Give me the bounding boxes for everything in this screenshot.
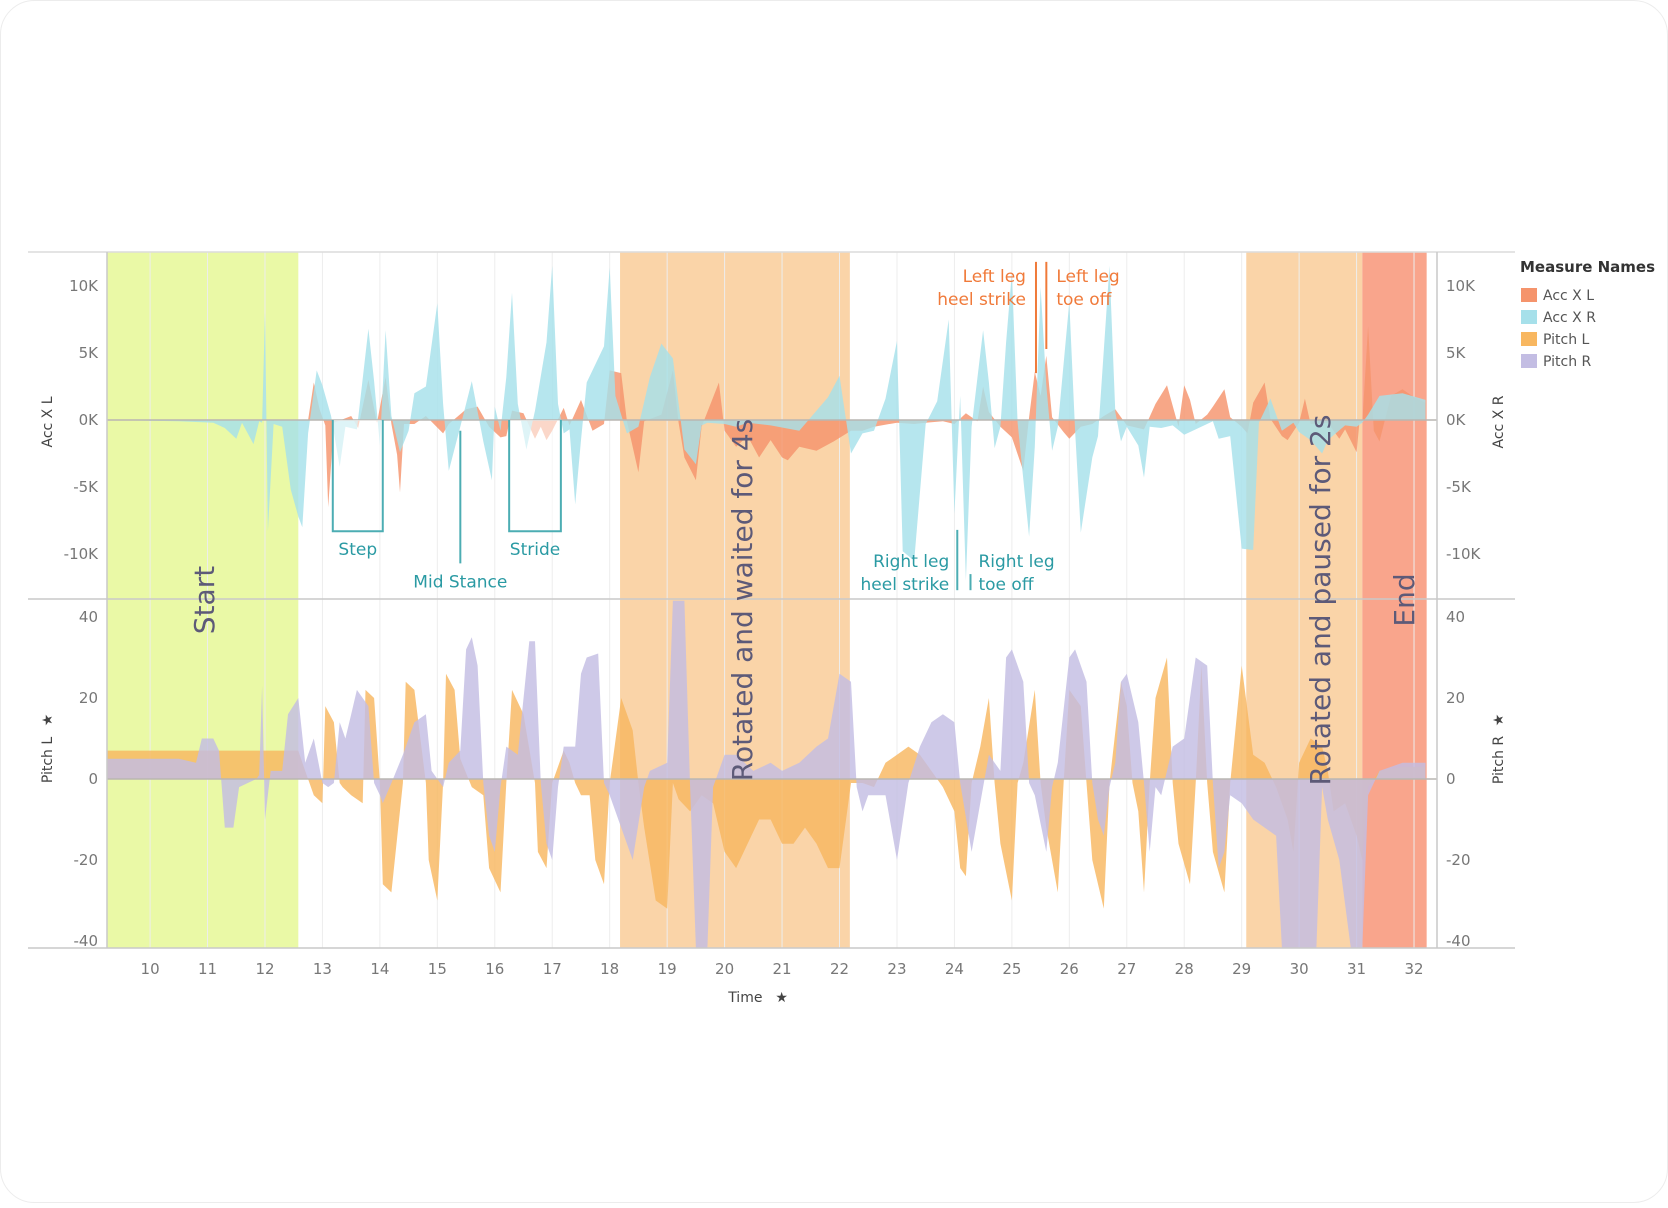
x-tick-label: 17 bbox=[543, 960, 562, 978]
legend-item-pitch-r[interactable]: Pitch R bbox=[1521, 354, 1592, 370]
pitch-left-axis-title: Pitch L bbox=[40, 737, 56, 784]
right-heel-strike-label: Right leg heel strike bbox=[861, 552, 950, 595]
pitch-right-tick-label: 0 bbox=[1446, 770, 1456, 788]
legend-label: Acc X R bbox=[1543, 310, 1596, 326]
acc-left-tick-label: 0K bbox=[79, 411, 100, 429]
phase-band-start bbox=[107, 252, 299, 948]
x-tick-label: 22 bbox=[830, 960, 849, 978]
acc-left-tick-label: -5K bbox=[73, 478, 99, 496]
x-axis-title: Time bbox=[727, 990, 762, 1006]
axes: 10 11 12 13 14 15 16 17 18 19 20 21 22 23 24 25 26 27 28 29… bbox=[28, 251, 1515, 1006]
phase-band-end bbox=[1362, 252, 1427, 948]
legend-swatch bbox=[1521, 310, 1537, 324]
x-tick-label: 10 bbox=[141, 960, 160, 978]
pitch-left-tick-label: 0 bbox=[88, 770, 98, 788]
x-tick-label: 27 bbox=[1117, 960, 1136, 978]
acc-right-tick-label: 0K bbox=[1446, 411, 1467, 429]
acc-left-tick-label: -10K bbox=[64, 545, 99, 563]
x-tick-label: 28 bbox=[1175, 960, 1194, 978]
step-label: Step bbox=[338, 540, 377, 560]
legend-swatch bbox=[1521, 288, 1537, 302]
pitch-right-tick-label: 40 bbox=[1446, 608, 1465, 626]
acc-left-tick-label: 10K bbox=[69, 277, 99, 295]
phase-label-rotated-and-waited-for-4s: Rotated and waited for 4s bbox=[726, 419, 759, 781]
legend-swatch bbox=[1521, 332, 1537, 346]
right-toe-off-label: Right leg toe off bbox=[978, 552, 1054, 595]
acc-left-axis-title: Acc X L bbox=[40, 396, 56, 447]
x-tick-label: 25 bbox=[1002, 960, 1021, 978]
left-heel-strike-label: Left leg heel strike bbox=[937, 267, 1026, 310]
series-areas bbox=[107, 265, 1437, 948]
acc-left-tick-label: 5K bbox=[79, 344, 100, 362]
x-tick-label: 16 bbox=[485, 960, 504, 978]
pitch-right-tick-label: -40 bbox=[1446, 932, 1471, 950]
pitch-right-tick-label: 20 bbox=[1446, 689, 1465, 707]
x-tick-label: 32 bbox=[1404, 960, 1423, 978]
legend-item-acc-x-r[interactable]: Acc X R bbox=[1521, 310, 1596, 326]
legend-label: Acc X L bbox=[1543, 288, 1594, 304]
x-tick-label: 23 bbox=[887, 960, 906, 978]
phase-labels: Start Rotated and waited for 4s Rotated an… bbox=[188, 415, 1421, 786]
left-toe-off-label: Left leg toe off bbox=[1056, 267, 1119, 310]
pitch-left-tick-label: -20 bbox=[74, 851, 99, 869]
x-tick-label: 11 bbox=[198, 960, 217, 978]
acc-right-tick-label: -5K bbox=[1446, 478, 1472, 496]
series-area-pitch-l bbox=[107, 657, 1426, 909]
phase-label-start: Start bbox=[188, 566, 221, 634]
acc-right-tick-label: 10K bbox=[1446, 277, 1476, 295]
pin-icon[interactable]: ★ bbox=[775, 990, 788, 1006]
phase-bands bbox=[107, 252, 1427, 948]
pitch-left-tick-label: -40 bbox=[74, 932, 99, 950]
stride-label: Stride bbox=[510, 540, 560, 560]
pitch-right-tick-label: -20 bbox=[1446, 851, 1471, 869]
legend-label: Pitch R bbox=[1543, 354, 1592, 370]
x-tick-label: 15 bbox=[428, 960, 447, 978]
step-bracket bbox=[331, 420, 384, 533]
x-tick-label: 26 bbox=[1060, 960, 1079, 978]
acc-right-axis-title: Acc X R bbox=[1491, 395, 1507, 448]
pin-icon[interactable]: ★ bbox=[1491, 714, 1507, 727]
x-tick-label: 18 bbox=[600, 960, 619, 978]
x-tick-label: 31 bbox=[1347, 960, 1366, 978]
phase-label-rotated-and-paused-for-2s: Rotated and paused for 2s bbox=[1304, 415, 1337, 786]
x-tick-label: 12 bbox=[255, 960, 274, 978]
x-tick-label: 14 bbox=[370, 960, 389, 978]
pin-icon[interactable]: ★ bbox=[40, 714, 56, 727]
acc-right-tick-label: 5K bbox=[1446, 344, 1467, 362]
legend-item-pitch-l[interactable]: Pitch L bbox=[1521, 332, 1590, 348]
pitch-left-tick-label: 20 bbox=[79, 689, 98, 707]
x-tick-label: 13 bbox=[313, 960, 332, 978]
stride-bracket bbox=[508, 420, 562, 533]
x-tick-label: 21 bbox=[773, 960, 792, 978]
phase-label-end: End bbox=[1388, 573, 1421, 626]
pitch-left-tick-label: 40 bbox=[79, 608, 98, 626]
mid-stance-label: Mid Stance bbox=[413, 572, 507, 592]
legend-item-acc-x-l[interactable]: Acc X L bbox=[1521, 288, 1594, 304]
series-area-pitch-r bbox=[107, 600, 1426, 948]
pitch-right-axis-title: Pitch R bbox=[1491, 736, 1507, 785]
series-area-acc-x-r bbox=[107, 265, 1426, 581]
x-tick-label: 24 bbox=[945, 960, 964, 978]
legend-label: Pitch L bbox=[1543, 332, 1590, 348]
x-tick-label: 20 bbox=[715, 960, 734, 978]
legend-swatch bbox=[1521, 354, 1537, 368]
legend[interactable]: Measure Names Acc X L Acc X R Pitch L Pitch … bbox=[1520, 258, 1655, 370]
step-bracket-fill bbox=[332, 420, 383, 532]
stride-bracket-fill bbox=[509, 420, 561, 532]
acc-right-tick-label: -10K bbox=[1446, 545, 1481, 563]
x-tick-label: 19 bbox=[658, 960, 677, 978]
legend-title: Measure Names bbox=[1520, 258, 1655, 276]
x-tick-label: 29 bbox=[1232, 960, 1251, 978]
x-tick-label: 30 bbox=[1290, 960, 1309, 978]
